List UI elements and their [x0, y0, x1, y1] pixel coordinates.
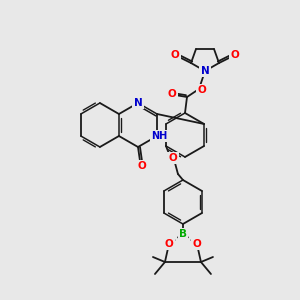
- Text: NH: NH: [151, 131, 167, 141]
- Text: O: O: [165, 239, 173, 249]
- Text: O: O: [193, 239, 201, 249]
- Text: N: N: [201, 66, 209, 76]
- Text: O: O: [168, 89, 176, 99]
- Text: O: O: [171, 50, 179, 60]
- Text: B: B: [179, 229, 187, 239]
- Text: O: O: [231, 50, 239, 60]
- Text: N: N: [134, 98, 142, 108]
- Text: O: O: [169, 153, 177, 163]
- Text: O: O: [138, 161, 146, 171]
- Text: O: O: [198, 85, 206, 95]
